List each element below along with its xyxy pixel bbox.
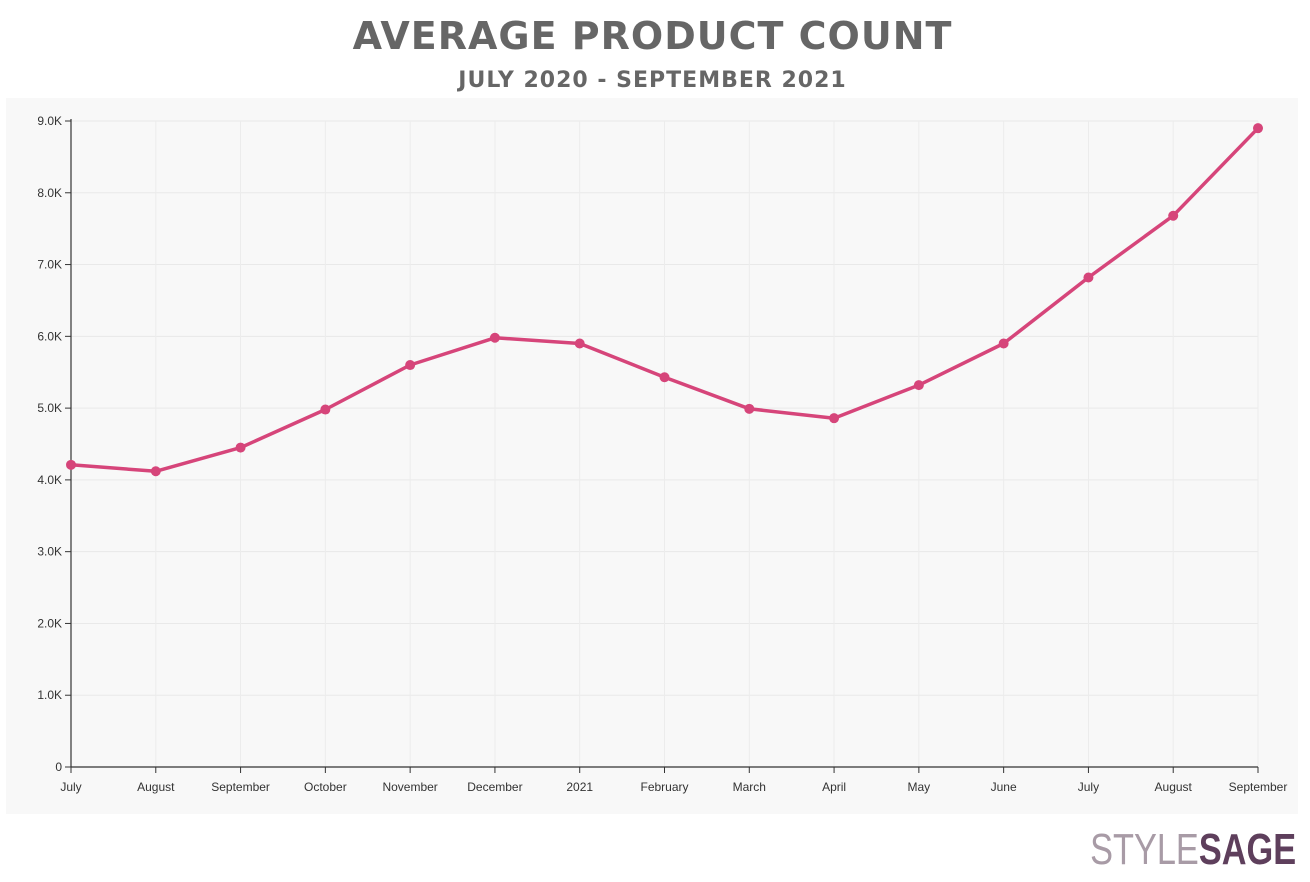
data-point [1083,272,1094,283]
data-point [574,338,585,349]
data-point [744,403,755,414]
chart-title: AVERAGE PRODUCT COUNT [352,14,953,58]
x-tick-label: September [211,780,270,794]
chart-subtitle: JULY 2020 - SEPTEMBER 2021 [458,68,847,93]
data-point [235,442,246,453]
y-tick-label: 7.0K [37,258,62,272]
x-tick-label: September [1229,780,1288,794]
y-tick-label: 0 [55,760,62,774]
y-tick-label: 6.0K [37,329,62,343]
data-point [829,413,840,424]
chart-panel: 0 1.0K 2.0K 3.0K 4.0K 5.0K 6.0K 7.0K 8.0K 9.0K Jul… [6,98,1298,814]
x-tick-label: October [304,780,347,794]
y-tick-label: 8.0K [37,186,62,200]
x-tick-label: November [382,780,437,794]
data-point [1253,123,1263,134]
x-tick-label: July [1078,780,1099,794]
data-point [998,338,1009,349]
y-tick-label: 2.0K [37,616,62,630]
x-tick-label: April [822,780,846,794]
y-tick-label: 9.0K [37,114,62,128]
x-tick-label: May [908,780,931,794]
data-point [150,466,161,477]
x-tick-label: June [991,780,1017,794]
data-point [489,332,500,343]
data-point [1168,210,1179,221]
x-tick-label: February [640,780,688,794]
x-tick-label: 2021 [566,780,593,794]
logo-part-sage: SAGE [1198,825,1296,874]
y-tick-label: 5.0K [37,401,62,415]
x-tick-label: July [60,780,81,794]
stylesage-logo: STYLESAGE [1090,826,1296,874]
x-tick-label: August [1155,780,1193,794]
data-point [320,404,331,415]
logo-part-style: STYLE [1090,825,1199,874]
x-tick-label: March [733,780,766,794]
data-point [66,459,76,470]
x-tick-label: December [467,780,522,794]
y-tick-label: 1.0K [37,688,62,702]
data-point [405,360,416,371]
x-tick-label: August [137,780,175,794]
line-chart: 0 1.0K 2.0K 3.0K 4.0K 5.0K 6.0K 7.0K 8.0K 9.0K Jul… [37,114,1288,794]
y-tick-label: 4.0K [37,473,62,487]
y-tick-label: 3.0K [37,545,62,559]
data-point [913,380,924,391]
data-point [659,372,670,383]
